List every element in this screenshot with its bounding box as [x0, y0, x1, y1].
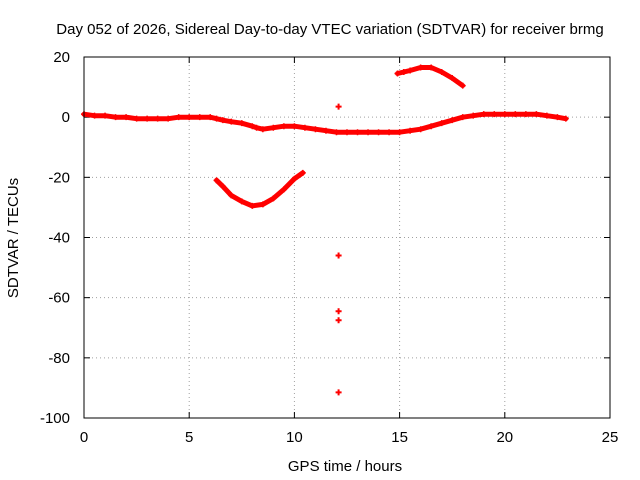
data-point — [335, 389, 342, 396]
data-point — [375, 129, 382, 136]
data-point — [291, 123, 298, 130]
data-point — [449, 75, 456, 82]
data-point — [270, 124, 277, 131]
data-point — [154, 115, 161, 122]
data-point — [280, 186, 287, 193]
y-tick-label: 0 — [62, 109, 70, 126]
series-high-arc — [394, 64, 466, 89]
data-point — [417, 64, 424, 71]
data-point — [335, 103, 342, 110]
data-point — [386, 129, 393, 136]
series-outliers — [335, 103, 342, 396]
data-point — [213, 177, 220, 184]
data-point — [522, 111, 529, 118]
data-point — [238, 120, 245, 127]
data-point — [91, 112, 98, 119]
x-axis-label: GPS time / hours — [288, 458, 402, 475]
data-point — [335, 317, 342, 324]
data-point — [186, 114, 193, 121]
data-point — [428, 64, 435, 71]
data-point — [228, 118, 235, 125]
grid-lines — [84, 57, 610, 418]
data-point — [428, 123, 435, 130]
data-point — [491, 111, 498, 118]
series-line — [214, 170, 306, 209]
data-point — [219, 183, 226, 190]
data-point — [249, 123, 256, 130]
data-point — [459, 114, 466, 121]
x-tick-label: 25 — [602, 429, 619, 446]
data-point — [562, 115, 569, 122]
y-tick-label: -80 — [48, 350, 70, 367]
data-point — [333, 129, 340, 136]
data-point — [175, 114, 182, 121]
data-point — [400, 69, 407, 76]
x-tick-label: 10 — [286, 429, 303, 446]
data-point — [512, 111, 519, 118]
data-point — [213, 115, 220, 122]
data-point — [417, 126, 424, 133]
data-point — [270, 195, 277, 202]
data-point — [438, 69, 445, 76]
data-point — [480, 111, 487, 118]
data-point — [259, 126, 266, 133]
data-point — [219, 117, 226, 124]
axis-ticks: 0 5 10 15 20 25 -100 -80 -60 -40 -20 0 20 — [40, 49, 618, 446]
data-point — [470, 112, 477, 119]
data-point — [196, 114, 203, 121]
series-main-baseline — [81, 111, 569, 136]
data-point — [102, 112, 109, 119]
data-point — [322, 127, 329, 134]
data-point — [335, 252, 342, 259]
data-point — [543, 112, 550, 119]
x-tick-label: 5 — [185, 429, 193, 446]
x-tick-label: 15 — [391, 429, 408, 446]
data-point — [407, 67, 414, 74]
data-point — [301, 124, 308, 131]
data-point — [249, 202, 256, 209]
data-point — [228, 192, 235, 199]
data-series — [81, 64, 569, 396]
y-tick-label: 20 — [53, 49, 70, 66]
data-point — [396, 129, 403, 136]
data-point — [533, 111, 540, 118]
y-tick-label: -60 — [48, 290, 70, 307]
data-point — [501, 111, 508, 118]
x-tick-label: 0 — [80, 429, 88, 446]
data-point — [207, 114, 214, 121]
y-axis-label: SDTVAR / TECUs — [5, 178, 22, 298]
data-point — [165, 115, 172, 122]
data-point — [280, 123, 287, 130]
data-point — [299, 169, 306, 176]
data-point — [312, 126, 319, 133]
data-point — [123, 114, 130, 121]
data-point — [133, 115, 140, 122]
data-point — [407, 127, 414, 134]
data-point — [291, 175, 298, 182]
data-point — [238, 198, 245, 205]
data-point — [365, 129, 372, 136]
data-point — [394, 70, 401, 77]
x-tick-label: 20 — [496, 429, 513, 446]
data-point — [554, 114, 561, 121]
series-low-arc — [213, 169, 306, 209]
plot-frame — [83, 56, 611, 419]
data-point — [144, 115, 151, 122]
data-point — [335, 308, 342, 315]
data-point — [253, 124, 260, 131]
chart-title: Day 052 of 2026, Sidereal Day-to-day VTE… — [56, 21, 603, 38]
data-point — [354, 129, 361, 136]
y-tick-label: -40 — [48, 230, 70, 247]
y-tick-label: -20 — [48, 169, 70, 186]
data-point — [259, 201, 266, 208]
data-point — [449, 117, 456, 124]
data-point — [112, 114, 119, 121]
data-point — [459, 82, 466, 89]
data-point — [438, 120, 445, 127]
y-tick-label: -100 — [40, 410, 70, 427]
data-point — [344, 129, 350, 136]
